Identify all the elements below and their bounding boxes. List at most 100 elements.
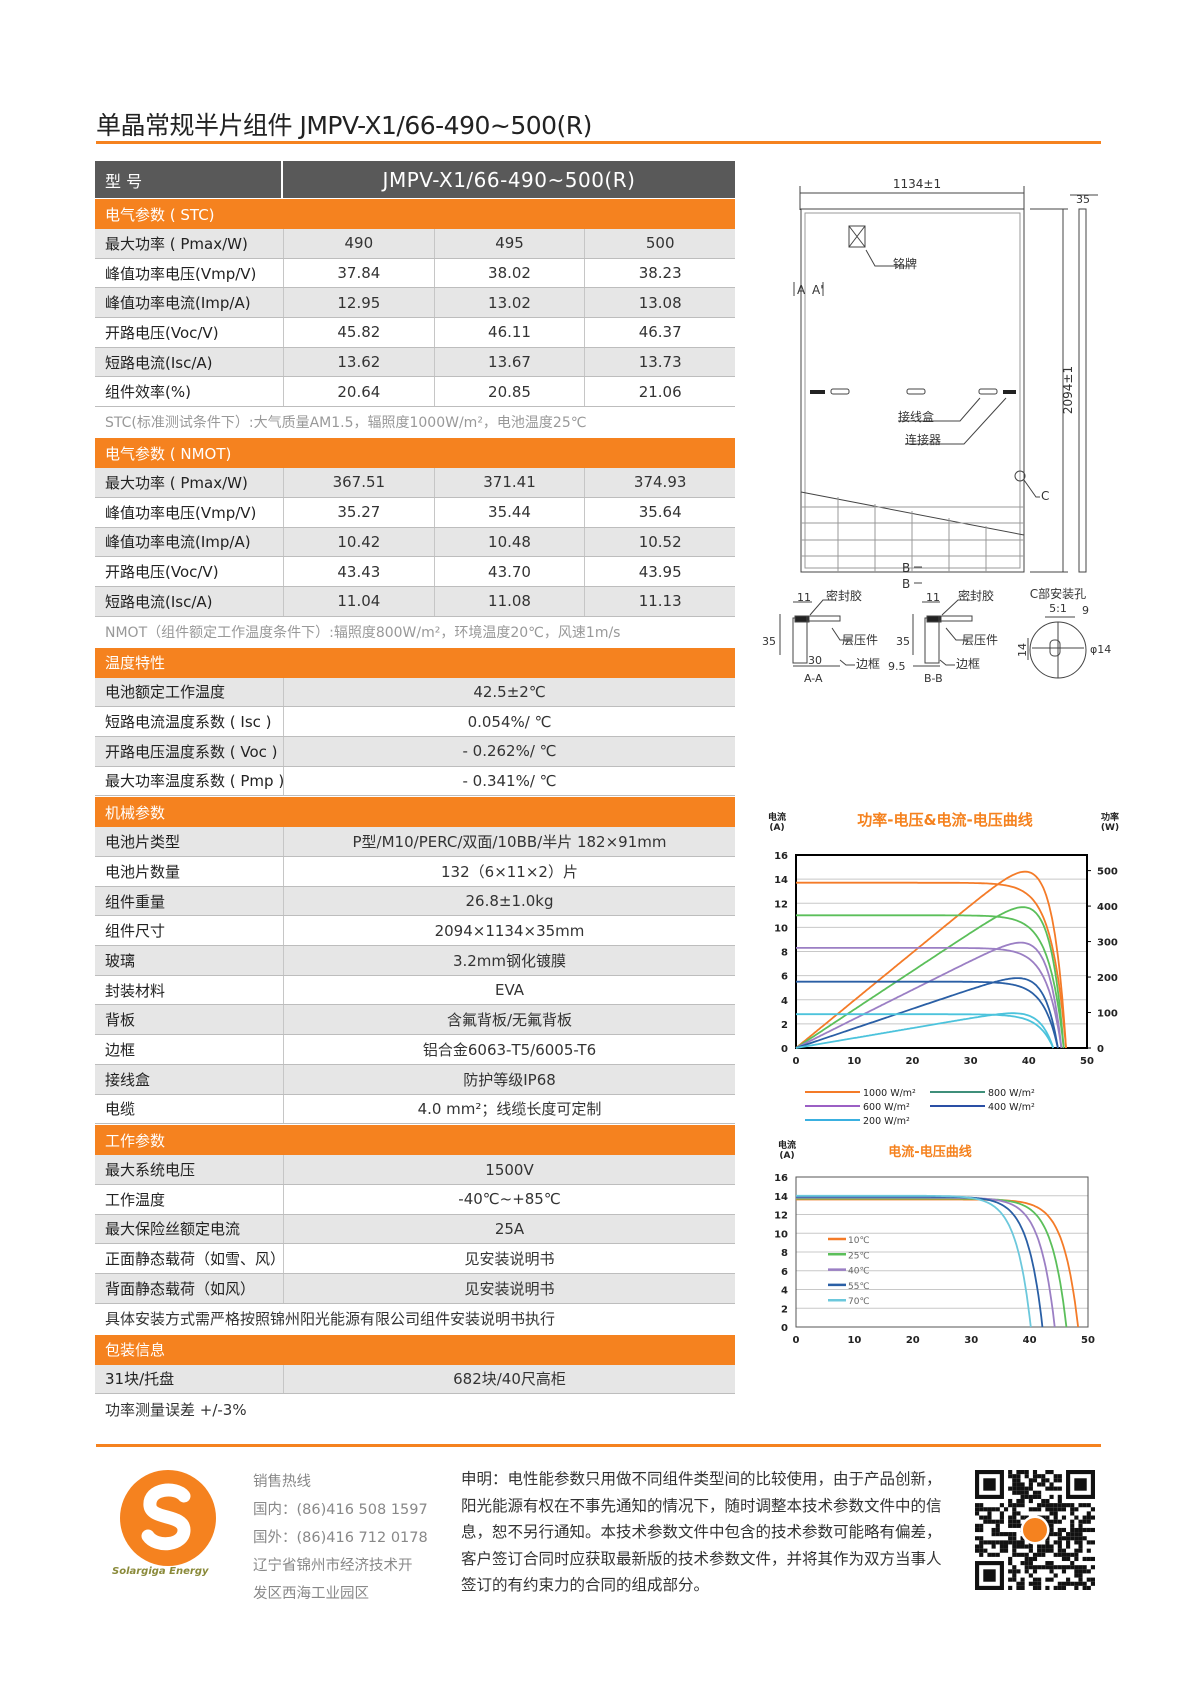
row-value: - 0.341%/ ℃ (462, 771, 557, 790)
y-tick-label: 16 (774, 851, 788, 862)
iv-curve (796, 1197, 1068, 1328)
row-label: 峰值功率电压(Vmp/V) (95, 258, 284, 288)
row-label: 最大功率温度系数 ( Pmp ) (95, 766, 284, 796)
table-row: 组件效率(%) 20.64 20.85 21.06 (95, 377, 735, 408)
table-row: 短路电流(Isc/A) 13.62 13.67 13.73 (95, 347, 735, 378)
nameplate-label: 铭牌 (893, 256, 917, 271)
y-tick-label: 0 (781, 1323, 788, 1334)
chart-title: 功率-电压&电流-电压曲线 (857, 811, 1033, 829)
row-value: -40℃~+85℃ (458, 1190, 561, 1209)
row-value: 490 (284, 229, 435, 258)
row-label: 开路电压(Voc/V) (95, 318, 284, 347)
address-line-2: 发区西海工业园区 (253, 1586, 369, 1602)
row-value: 13.67 (435, 347, 586, 377)
x-tick-label: 30 (964, 1056, 978, 1067)
power-curve (795, 1012, 1055, 1049)
row-value: 43.43 (284, 557, 435, 586)
aa-label: A-A (804, 672, 823, 685)
row-value: 4.0 mm²；线缆长度可定制 (417, 1100, 602, 1119)
section-note: 具体安装方式需严格按照锦州阳光能源有限公司组件安装说明书执行 (105, 1310, 556, 1329)
legend-label: 800 W/m² (988, 1088, 1035, 1099)
width-dimension: 1134±1 (893, 177, 941, 191)
y-tick-label: 8 (781, 1248, 788, 1259)
x-tick-label: 50 (1081, 1335, 1095, 1346)
spec-header-row: 型 号 JMPV-X1/66-490~500(R) (95, 161, 735, 198)
bb-label: B-B (924, 672, 943, 685)
row-label: 电池片类型 (95, 827, 284, 856)
spec-table: 型 号 JMPV-X1/66-490~500(R) 电气参数 ( STC) 最大功… (95, 161, 735, 1424)
iv-curve (796, 1013, 1055, 1049)
table-row: 开路电压(Voc/V) 45.82 46.11 46.37 (95, 318, 735, 348)
dim-11-b: 11 (926, 591, 940, 604)
table-row: 接线盒 防护等级IP68 (95, 1064, 735, 1095)
row-value: 铝合金6063-T5/6005-T6 (422, 1040, 597, 1059)
plot-frame (795, 1176, 1089, 1328)
y-tick-label: 10 (774, 1229, 788, 1240)
x-tick-label: 10 (847, 1056, 861, 1067)
power-curve (795, 941, 1063, 1049)
y-tick-label: 8 (781, 948, 788, 959)
y-tick-label: 4 (781, 1286, 788, 1297)
table-row: 玻璃 3.2mm钢化镀膜 (95, 946, 735, 976)
row-label: 最大功率 ( Pmax/W) (95, 468, 284, 497)
legend-label: 25℃ (848, 1251, 870, 1261)
plot-frame (795, 854, 1088, 1049)
row-label: 31块/托盘 (95, 1364, 284, 1394)
row-value: 21.06 (638, 382, 682, 401)
section-header: 电气参数 ( NMOT) (95, 437, 735, 469)
depth-dimension: 35 (1076, 193, 1090, 206)
row-value: 25A (494, 1219, 525, 1238)
row-label: 组件效率(%) (95, 377, 284, 407)
chart-title: 电流-电压曲线 (888, 1144, 971, 1160)
table-row: 最大系统电压 1500V (95, 1155, 735, 1185)
row-value: 10.52 (638, 532, 682, 551)
row-value: 20.64 (284, 377, 435, 407)
row-value: 20.85 (435, 377, 586, 407)
row-value: 37.84 (284, 258, 435, 288)
iv-curve (796, 947, 1063, 1049)
hotline-label: 销售热线 (253, 1474, 311, 1490)
y2-tick-label: 0 (1097, 1044, 1104, 1055)
row-value: 11.08 (435, 586, 586, 616)
iv-curve (796, 1195, 1044, 1328)
table-row: 短路电流温度系数 ( Isc ) 0.054%/ ℃ (95, 707, 735, 737)
company-logo (120, 1470, 216, 1566)
row-value: 见安装说明书 (464, 1279, 555, 1298)
qr-code[interactable] (975, 1467, 1095, 1593)
row-label: 电池额定工作温度 (95, 677, 284, 707)
table-row: 组件尺寸 2094×1134×35mm (95, 916, 735, 947)
row-value: 132（6×11×2）片 (441, 862, 578, 881)
domestic-phone: 国内：(86)416 508 1597 (253, 1502, 428, 1518)
y-tick-label: 14 (774, 875, 788, 886)
c-detail-title: C部安装孔 (1030, 586, 1086, 601)
table-row: 边框 铝合金6063-T5/6005-T6 (95, 1035, 735, 1065)
y-tick-label: 2 (781, 1020, 788, 1031)
section-b2-label: B (902, 577, 910, 591)
x-tick-label: 20 (905, 1056, 919, 1067)
row-label: 最大保险丝额定电流 (95, 1214, 284, 1244)
dim-9: 9 (1082, 604, 1089, 617)
legend-label: 10℃ (848, 1236, 870, 1246)
section-a2-label: A' (812, 283, 824, 297)
legend-label: 55℃ (848, 1282, 870, 1292)
row-value: 13.73 (638, 353, 682, 372)
y-tick-label: 12 (774, 1211, 788, 1222)
row-value: 2094×1134×35mm (434, 921, 585, 940)
row-value: 1500V (485, 1160, 534, 1179)
contact-info: 销售热线 国内：(86)416 508 1597 国外：(86)416 712 … (253, 1468, 428, 1608)
row-label: 最大功率 ( Pmax/W) (95, 229, 284, 258)
international-phone: 国外：(86)416 712 0178 (253, 1530, 428, 1546)
y-axis-label: 电流 (778, 1139, 796, 1151)
y2-axis-label: 功率 (1101, 811, 1119, 823)
table-row: 开路电压(Voc/V) 43.43 43.70 43.95 (95, 557, 735, 587)
iv-curve (796, 914, 1065, 1049)
row-value: 45.82 (284, 318, 435, 347)
table-row: 峰值功率电压(Vmp/V) 35.27 35.44 35.64 (95, 497, 735, 528)
y-tick-label: 10 (774, 923, 788, 934)
section-header: 温度特性 (95, 646, 735, 678)
table-row: 工作温度 -40℃~+85℃ (95, 1184, 735, 1215)
x-tick-label: 30 (964, 1335, 978, 1346)
row-label: 短路电流温度系数 ( Isc ) (95, 707, 284, 736)
row-value: 13.62 (284, 347, 435, 377)
